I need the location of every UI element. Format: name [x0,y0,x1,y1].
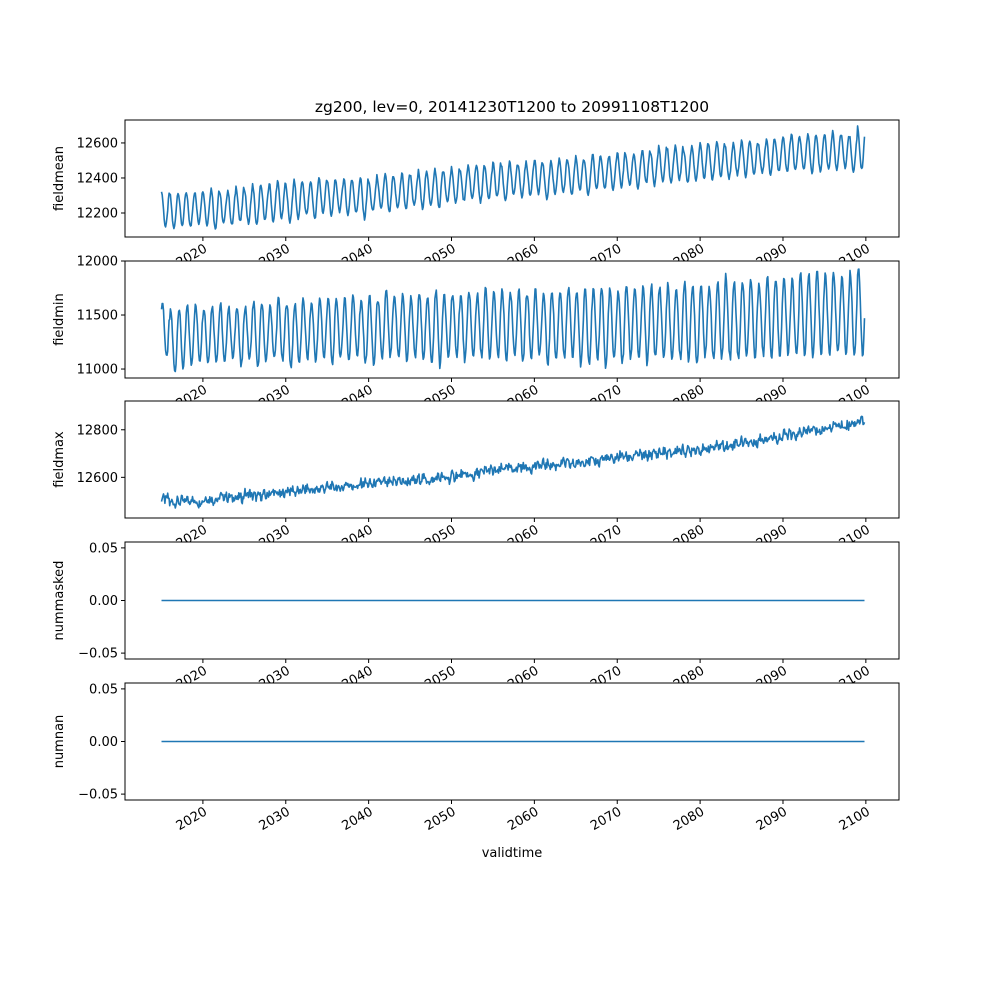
y-tick-label: 12800 [77,423,118,438]
y-axis-label: nummasked [52,561,67,641]
axes-frame [124,260,900,379]
y-tick-label: 11500 [77,309,118,324]
y-tick-label: 12600 [77,471,118,486]
y-tick-label: 0.05 [89,682,118,697]
y-tick-label: −0.05 [78,788,118,803]
y-tick-label: 0.00 [89,735,118,750]
y-tick-label: 11000 [77,363,118,378]
y-tick-label: 12600 [77,136,118,151]
y-tick-label: 12200 [77,207,118,222]
y-tick-label: 0.00 [89,594,118,609]
series-line-fieldmean [160,125,866,230]
x-axis-label: validtime [482,846,543,861]
axes-frame [124,400,900,519]
y-tick-label: 12400 [77,171,118,186]
axes-background [125,401,899,518]
y-axis-label: fieldmin [52,293,67,346]
y-axis-label: numnan [52,715,67,769]
y-tick-label: −0.05 [78,647,118,662]
chart-title: zg200, lev=0, 20141230T1200 to 20991108T… [315,98,709,116]
series-line-fieldmax [160,415,866,509]
axes-frame [124,119,900,238]
y-axis-label: fieldmax [52,431,67,488]
y-tick-label: 12000 [77,255,118,270]
series-line-fieldmin [160,268,866,373]
y-axis-label: fieldmean [52,146,67,211]
y-tick-label: 0.05 [89,541,118,556]
